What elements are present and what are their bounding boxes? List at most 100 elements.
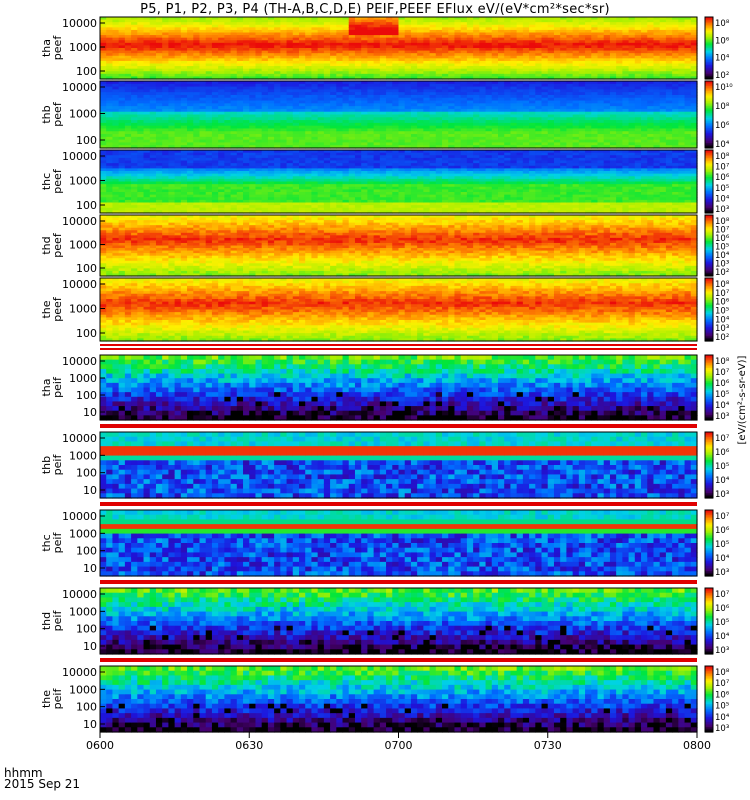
heatmap-cell xyxy=(442,27,449,31)
heatmap-cell xyxy=(597,24,605,28)
heatmap-cell xyxy=(522,17,530,21)
heatmap-cell xyxy=(404,53,412,57)
heatmap-cell xyxy=(280,19,288,23)
heatmap-cell xyxy=(361,37,369,41)
heatmap-cell xyxy=(180,73,188,78)
heatmap-cell xyxy=(522,24,530,28)
heatmap-cell xyxy=(187,71,194,75)
heatmap-cell xyxy=(566,37,574,41)
heatmap-cell xyxy=(342,22,350,26)
heatmap-cell xyxy=(292,71,300,75)
heatmap-cell xyxy=(491,53,499,57)
heatmap-cell xyxy=(267,53,275,57)
heatmap-cell xyxy=(516,45,524,49)
heatmap-cell xyxy=(280,66,288,70)
heatmap-cell xyxy=(112,42,120,47)
heatmap-cell xyxy=(205,68,213,72)
heatmap-cell xyxy=(423,17,431,21)
heatmap-cell xyxy=(603,32,611,36)
heatmap-cell xyxy=(112,60,120,65)
heatmap-cell xyxy=(460,58,468,62)
heatmap-cell xyxy=(404,24,412,28)
heatmap-cell xyxy=(379,24,387,28)
heatmap-cell xyxy=(423,50,431,54)
heatmap-cell xyxy=(367,29,375,34)
heatmap-cell xyxy=(404,37,412,41)
heatmap-cell xyxy=(118,35,126,39)
heatmap-cell xyxy=(255,19,263,23)
heatmap-cell xyxy=(410,35,418,39)
heatmap-cell xyxy=(603,27,611,31)
heatmap-cell xyxy=(448,71,456,75)
heatmap-cell xyxy=(174,19,182,23)
heatmap-cell xyxy=(243,35,250,39)
heatmap-cell xyxy=(162,35,170,39)
heatmap-cell xyxy=(429,48,437,52)
heatmap-cell xyxy=(392,37,400,41)
heatmap-cell xyxy=(118,76,126,80)
heatmap-cell xyxy=(155,19,163,23)
heatmap-cell xyxy=(155,35,163,39)
heatmap-cell xyxy=(373,35,381,39)
heatmap-cell xyxy=(485,32,493,36)
heatmap-cell xyxy=(336,22,344,26)
heatmap-cell xyxy=(510,37,518,41)
heatmap-cell xyxy=(236,58,244,62)
heatmap-cell xyxy=(187,24,194,28)
heatmap-cell xyxy=(392,22,400,26)
heatmap-cell xyxy=(317,53,325,57)
heatmap-cell xyxy=(547,50,555,54)
heatmap-cell xyxy=(504,76,512,80)
heatmap-cell xyxy=(274,55,281,59)
heatmap-cell xyxy=(236,19,244,23)
heatmap-cell xyxy=(236,55,244,59)
heatmap-cell xyxy=(124,48,132,52)
heatmap-cell xyxy=(224,27,232,31)
heatmap-cell xyxy=(417,27,424,31)
heatmap-cell xyxy=(367,27,375,31)
heatmap-cell xyxy=(211,66,219,70)
heatmap-cell xyxy=(168,73,176,78)
heatmap-cell xyxy=(305,40,313,44)
heatmap-cell xyxy=(342,45,350,49)
heatmap-cell xyxy=(361,76,369,80)
heatmap-cell xyxy=(479,42,487,47)
heatmap-cell xyxy=(516,58,524,62)
heatmap-cell xyxy=(566,58,574,62)
heatmap-cell xyxy=(429,73,437,78)
heatmap-cell xyxy=(292,66,300,70)
heatmap-cell xyxy=(572,19,580,23)
heatmap-cell xyxy=(187,73,194,78)
heatmap-cell xyxy=(274,24,281,28)
heatmap-cell xyxy=(205,27,213,31)
heatmap-cell xyxy=(442,68,449,72)
heatmap-cell xyxy=(100,32,107,36)
heatmap-cell xyxy=(510,29,518,34)
heatmap-cell xyxy=(361,24,369,28)
heatmap-cell xyxy=(516,32,524,36)
heatmap-cell xyxy=(131,35,138,39)
heatmap-cell xyxy=(516,24,524,28)
heatmap-cell xyxy=(597,66,605,70)
heatmap-cell xyxy=(354,29,362,34)
heatmap-cell xyxy=(429,45,437,49)
heatmap-cell xyxy=(100,22,107,26)
heatmap-cell xyxy=(286,42,294,47)
heatmap-cell xyxy=(516,71,524,75)
heatmap-cell xyxy=(435,35,443,39)
heatmap-cell xyxy=(305,53,313,57)
heatmap-cell xyxy=(118,37,126,41)
heatmap-cell xyxy=(547,73,555,78)
heatmap-cell xyxy=(392,17,400,21)
heatmap-cell xyxy=(299,37,306,41)
heatmap-cell xyxy=(516,76,524,80)
heatmap-cell xyxy=(429,50,437,54)
heatmap-cell xyxy=(522,63,530,67)
heatmap-cell xyxy=(547,58,555,62)
heatmap-cell xyxy=(236,68,244,72)
heatmap-cell xyxy=(404,27,412,31)
heatmap-cell xyxy=(597,17,605,21)
heatmap-cell xyxy=(118,29,126,34)
heatmap-cell xyxy=(541,40,549,44)
heatmap-cell xyxy=(218,48,225,52)
